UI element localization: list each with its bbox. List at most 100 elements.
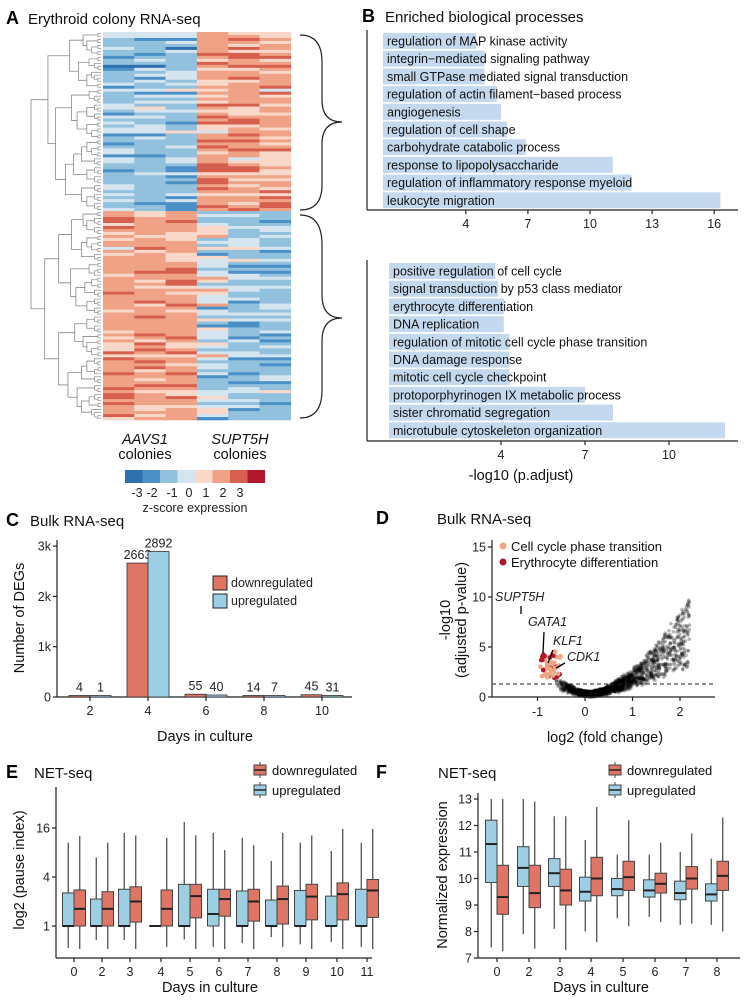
gene-point: [592, 690, 597, 694]
heatmap-cell: [103, 255, 135, 260]
gene-point: [676, 635, 681, 639]
gene-point: [599, 688, 604, 693]
gene-point: [580, 688, 585, 693]
dendrogram-branch: [97, 301, 101, 306]
gene-point: [575, 689, 579, 693]
gene-point: [562, 685, 567, 689]
heatmap-cell: [196, 294, 229, 298]
gene-point: [650, 652, 655, 656]
gene-point: [600, 689, 604, 693]
gene-point: [623, 687, 627, 692]
heatmap-cell: [165, 94, 198, 98]
gene-point: [661, 662, 666, 667]
heatmap-cell: [103, 240, 135, 245]
gene-point: [580, 692, 585, 697]
gene-point: [585, 693, 589, 697]
heatmap-cell: [228, 97, 260, 101]
heatmap-cell: [134, 178, 166, 182]
heatmap-cell: [228, 402, 260, 406]
heatmap-cell: [228, 318, 260, 322]
gene-point: [576, 690, 580, 694]
gene-point: [595, 691, 599, 696]
gene-point: [631, 672, 636, 677]
gene-point: [567, 683, 571, 688]
heatmap-cell: [196, 357, 229, 361]
gene-point: [660, 646, 665, 651]
gene-point: [608, 687, 612, 692]
gene-point: [686, 660, 690, 664]
gene-point: [685, 633, 690, 637]
go-xlabel: -log10 (p.adjust): [469, 468, 574, 484]
gene-point: [656, 663, 660, 667]
gene-point: [566, 687, 570, 691]
gene-point: [629, 682, 634, 686]
heatmap-cell: [228, 157, 260, 161]
bar-upregulated: [321, 695, 344, 698]
gene-point: [608, 686, 613, 690]
gene-point: [601, 689, 606, 694]
gene-point: [630, 670, 635, 675]
gene-point: [638, 666, 643, 671]
dendrogram-branch: [97, 328, 101, 333]
gene-point: [668, 649, 673, 654]
gene-point: [648, 672, 652, 677]
gene-point: [587, 692, 592, 697]
heatmap-cell: [228, 166, 260, 170]
box-downregulated: [366, 878, 379, 918]
gene-point: [598, 690, 602, 694]
heatmap-cell: [103, 130, 135, 134]
gene-point: [581, 690, 586, 695]
heatmap-cell: [134, 52, 166, 57]
gene-point: [680, 627, 685, 631]
gene-point: [604, 686, 608, 690]
gene-point: [600, 686, 604, 691]
heatmap-cell: [103, 294, 135, 298]
gene-point: [585, 692, 590, 696]
gene-point: [597, 690, 601, 694]
gene-point: [572, 688, 576, 693]
gene-point: [597, 689, 602, 694]
gene-point: [675, 615, 680, 620]
gene-point: [673, 657, 678, 662]
gene-point: [588, 690, 592, 695]
gene-point: [648, 676, 652, 681]
gene-point: [570, 688, 574, 692]
heatmap-cell: [165, 124, 198, 128]
gene-point: [590, 693, 594, 697]
gene-point: [651, 651, 655, 656]
gene-point: [578, 688, 583, 692]
gene-point: [633, 676, 638, 680]
heatmap-cell: [165, 261, 198, 266]
heatmap-cell: [134, 79, 166, 84]
heatmap-cell: [259, 100, 292, 104]
heatmap-cell: [165, 315, 198, 319]
gene-point: [626, 674, 630, 679]
heatmap-cell: [196, 345, 229, 349]
gene-point: [592, 688, 597, 693]
gene-point: [575, 688, 579, 692]
heatmap-cell: [228, 148, 260, 152]
gene-point: [628, 674, 633, 678]
gene-point: [647, 671, 651, 676]
dendrogram-branch: [97, 262, 101, 267]
gene-point: [654, 645, 659, 649]
gene-point: [590, 691, 594, 696]
gene-point: [619, 679, 623, 684]
heatmap-cell: [165, 169, 198, 173]
gene-point: [604, 685, 608, 689]
gene-point: [568, 684, 573, 688]
heatmap-cell: [228, 321, 260, 325]
gene-point: [606, 686, 610, 691]
dendrogram-branch: [97, 415, 101, 419]
gene-point: [632, 664, 637, 669]
gene-point: [609, 686, 613, 690]
heatmap-cell: [259, 91, 292, 95]
x-tick-label: 7: [582, 448, 589, 462]
gene-point: [590, 690, 595, 695]
gene-point: [602, 687, 607, 692]
dendrogram-branch: [97, 277, 101, 282]
gene-point: [588, 689, 592, 693]
gene-point: [575, 688, 580, 692]
gene-point: [676, 619, 681, 623]
gene-point: [573, 690, 577, 695]
